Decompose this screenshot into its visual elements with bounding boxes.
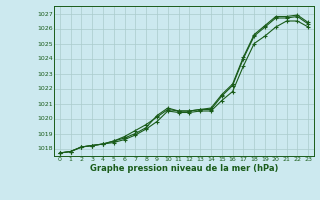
X-axis label: Graphe pression niveau de la mer (hPa): Graphe pression niveau de la mer (hPa) (90, 164, 278, 173)
